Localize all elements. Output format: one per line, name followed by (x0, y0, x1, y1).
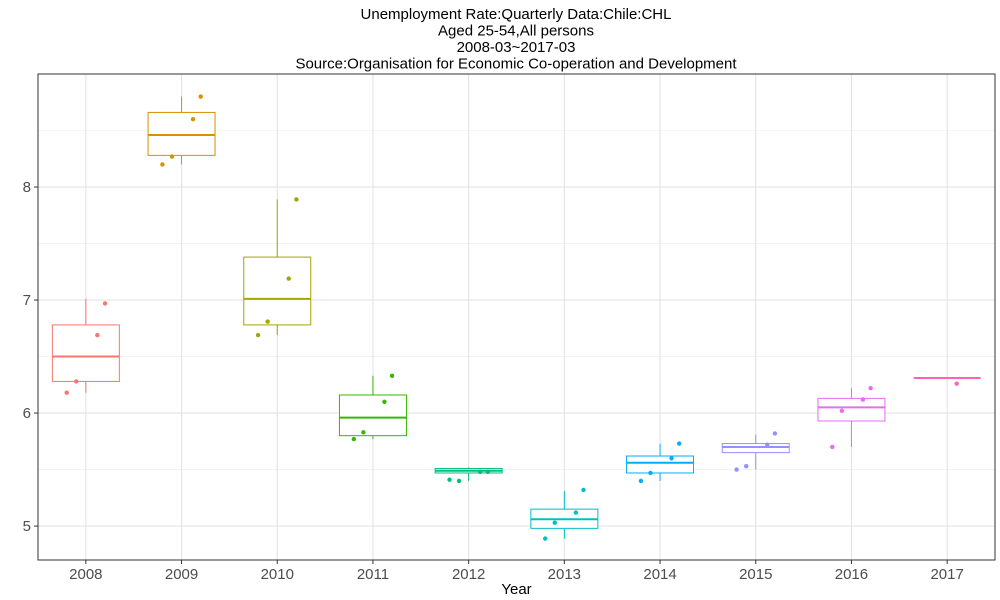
data-point (265, 319, 270, 324)
box-body (243, 256, 312, 326)
x-tick-label: 2011 (357, 566, 389, 583)
chart-title-line: 2008-03~2017-03 (457, 39, 576, 56)
chart-title-line: Source:Organisation for Economic Co-oper… (295, 56, 737, 73)
data-point (64, 390, 69, 395)
data-point (160, 162, 165, 167)
box-2008 (51, 298, 120, 395)
data-point (255, 332, 261, 338)
box-2012 (434, 467, 503, 484)
data-point (830, 444, 835, 450)
x-tick-label: 2010 (261, 566, 294, 583)
data-point (743, 463, 749, 469)
plot-border (37, 73, 996, 561)
data-point (382, 399, 387, 404)
data-point (102, 301, 108, 306)
box-body (338, 394, 407, 437)
box-2017 (913, 377, 981, 386)
box-2010 (243, 197, 312, 338)
chart-title-line: Unemployment Rate:Quarterly Data:Chile:C… (361, 6, 672, 23)
data-point (485, 469, 490, 475)
data-point (169, 154, 175, 159)
box-body (626, 455, 695, 474)
data-point (573, 510, 579, 515)
x-tick-label: 2015 (739, 566, 772, 583)
data-point (860, 397, 866, 402)
x-tick-label: 2017 (930, 566, 963, 583)
box-body (817, 397, 886, 422)
box-body (51, 324, 120, 382)
data-point (389, 373, 395, 378)
box-body (147, 111, 216, 156)
box-2016 (817, 386, 886, 450)
data-point (552, 520, 557, 525)
x-tick-label: 2016 (835, 566, 868, 583)
data-point (581, 487, 586, 493)
data-point (765, 442, 770, 447)
x-tick-label: 2008 (69, 566, 102, 583)
data-point (868, 386, 873, 391)
data-point (294, 197, 299, 202)
data-point (190, 117, 196, 122)
data-point (74, 379, 79, 384)
chart-title-line: Aged 25-54,All persons (438, 23, 594, 40)
data-point (954, 381, 959, 386)
box-body (721, 443, 790, 454)
box-series (51, 94, 981, 541)
data-point (456, 478, 462, 484)
y-axis: 5 6 7 8 (23, 179, 38, 535)
x-axis-title: Year (501, 581, 531, 598)
x-tick-label: 2012 (452, 566, 485, 583)
y-tick-label: 6 (23, 405, 31, 422)
data-point (648, 470, 653, 476)
y-tick-label: 5 (23, 518, 31, 535)
data-point (351, 436, 357, 442)
x-tick-label: 2014 (643, 566, 676, 583)
data-point (839, 408, 845, 414)
box-2014 (626, 441, 695, 484)
data-point (286, 276, 291, 281)
data-point (477, 469, 483, 475)
x-tick-label: 2013 (548, 566, 581, 583)
x-axis: 2008 2009 2010 2011 2012 2013 2014 2015 2016 2017 (69, 560, 964, 583)
data-point (734, 467, 739, 472)
data-point (638, 478, 644, 484)
box-2013 (530, 487, 599, 541)
data-point (676, 441, 682, 446)
box-2009 (147, 94, 216, 167)
box-2011 (338, 373, 407, 442)
data-point (361, 430, 366, 435)
data-point (198, 94, 203, 99)
data-point (772, 431, 778, 436)
data-point (669, 456, 674, 461)
chart-title-block: Unemployment Rate:Quarterly Data:Chile:C… (295, 6, 737, 73)
x-tick-label: 2009 (165, 566, 198, 583)
y-tick-label: 7 (23, 292, 31, 309)
data-point (447, 477, 452, 482)
box-2015 (721, 431, 790, 472)
data-point (543, 536, 548, 541)
data-point (95, 332, 100, 338)
y-tick-label: 8 (23, 179, 31, 196)
